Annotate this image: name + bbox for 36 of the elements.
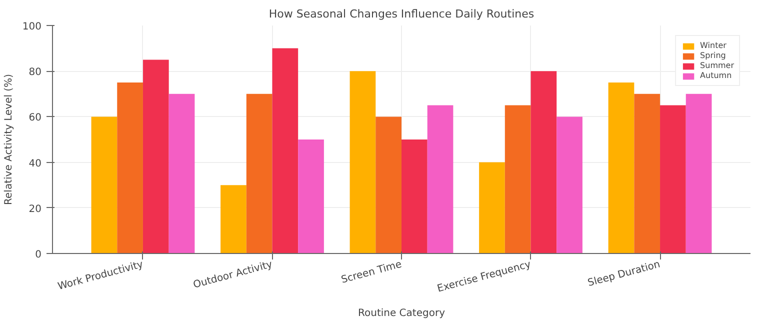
bar (686, 94, 712, 254)
chart-title: How Seasonal Changes Influence Daily Routines (268, 8, 534, 20)
bar (168, 94, 195, 254)
legend-label: Summer (700, 61, 734, 70)
bar (634, 94, 660, 254)
bar (350, 71, 376, 254)
legend-label: Spring (700, 51, 726, 60)
y-tick-label: 80 (28, 67, 42, 78)
bar (479, 162, 505, 254)
bar (117, 82, 143, 254)
bar (660, 105, 686, 254)
bar (142, 60, 169, 254)
bar (246, 94, 272, 254)
bar (402, 140, 428, 254)
legend-label: Winter (700, 41, 726, 50)
bar (220, 185, 246, 254)
bar (530, 71, 557, 254)
y-tick-label: 40 (28, 158, 42, 170)
y-tick-label: 100 (22, 22, 42, 32)
x-axis-title: Routine Category (358, 308, 446, 320)
bar (556, 116, 582, 254)
bar (376, 116, 402, 254)
y-tick-label: 60 (28, 112, 42, 124)
y-axis-title: Relative Activity Level (%) (3, 74, 14, 205)
bar (504, 105, 531, 254)
bar (608, 82, 634, 254)
x-tick-label: Sleep Duration (586, 259, 662, 290)
bar (272, 48, 298, 254)
bar (427, 105, 454, 254)
x-tick-label: Outdoor Activity (192, 259, 274, 291)
legend-label: Autumn (700, 71, 732, 80)
y-tick-label: 0 (35, 250, 42, 260)
x-tick-label: Screen Time (340, 259, 403, 286)
y-tick-label: 20 (28, 204, 42, 215)
bar (298, 140, 324, 254)
bar (91, 116, 118, 254)
